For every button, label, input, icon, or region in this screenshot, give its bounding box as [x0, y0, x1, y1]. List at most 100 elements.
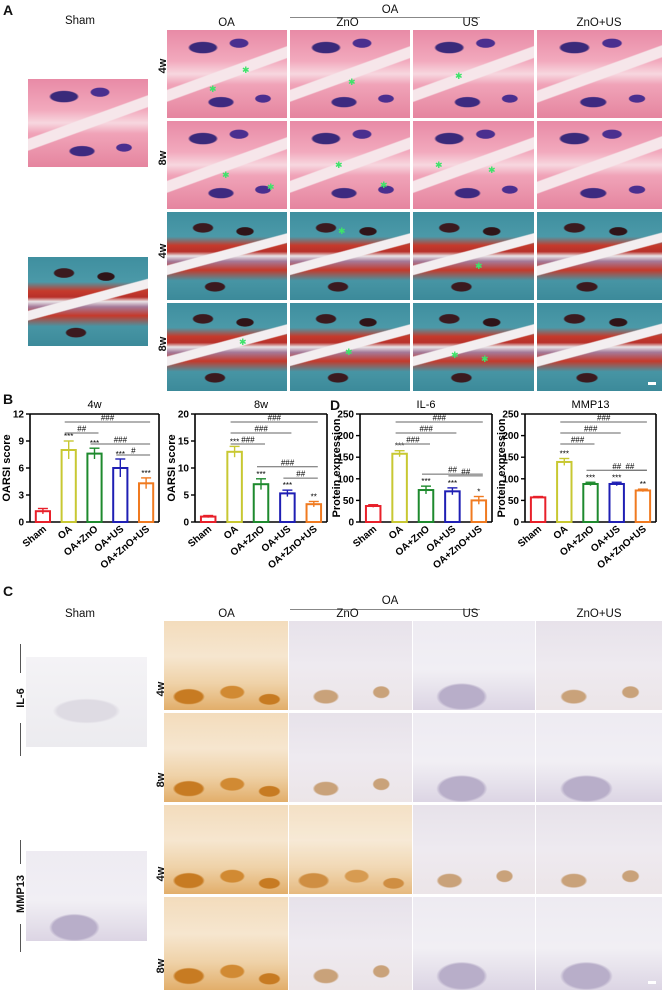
- green-asterisk-icon: ✱: [481, 354, 489, 364]
- x-tick-label: OA: [56, 524, 75, 542]
- panel-a-he-8w-us: ✱ ✱: [413, 121, 534, 209]
- chart-mmp13-expression: MMP13 Protein expression 0 50 100 150 200 250 Sh…: [495, 398, 662, 578]
- bar: [444, 490, 461, 524]
- comparison-label: #: [131, 447, 136, 456]
- y-tick-label: 15: [178, 437, 190, 448]
- x-tick-label: OA: [222, 524, 241, 542]
- y-tick-label: 250: [502, 410, 519, 421]
- panel-c-il6-8w-oa: [164, 713, 288, 802]
- significance-marker: ***: [256, 470, 265, 479]
- panel-a-col-oa: OA: [218, 17, 235, 29]
- comparison-label: ##: [612, 462, 621, 471]
- y-tick-label: 3: [18, 491, 24, 502]
- y-tick-label: 10: [178, 464, 190, 475]
- chart-title: MMP13: [572, 399, 610, 411]
- scale-bar: [648, 382, 656, 385]
- panel-a-sf-8w-us: ✱ ✱: [413, 303, 534, 391]
- chart-oarsi-4w: 4w OARSI score 0 3 6 9 12 Sham *** OA *** OA+ZnO ***…: [0, 398, 165, 578]
- significance-marker: ***: [230, 437, 239, 446]
- y-tick-label: 9: [18, 437, 24, 448]
- y-tick-label: 50: [508, 496, 520, 507]
- panel-label-a: A: [3, 2, 14, 18]
- panel-c-mmp13-8w-us: [413, 897, 535, 990]
- comparison-label: ###: [281, 458, 295, 467]
- chart-il6-expression: IL-6 Protein expression 0 50 100 150 200 250 Sha…: [330, 398, 498, 578]
- panel-a-sf-4w-znous: [537, 212, 662, 300]
- y-tick-label: 100: [337, 474, 354, 485]
- panel-c-il6-4w-oa: [164, 621, 288, 710]
- green-asterisk-icon: ✱: [475, 261, 483, 271]
- significance-marker: ***: [448, 479, 457, 488]
- x-tick-label: Sham: [186, 524, 214, 550]
- panel-c-group-line: [290, 609, 480, 610]
- panel-c-col-us: US: [462, 608, 479, 620]
- panel-c-col-oa: OA: [218, 608, 235, 620]
- y-tick-label: 0: [18, 518, 24, 529]
- x-tick-label: Sham: [516, 524, 544, 550]
- panel-c-group-label: OA: [381, 595, 399, 607]
- bar: [252, 483, 270, 523]
- panel-a-sham-label: Sham: [64, 15, 96, 27]
- panel-c-il6-8w-us: [413, 713, 535, 802]
- significance-marker: **: [640, 480, 646, 489]
- y-tick-label: 150: [337, 453, 354, 464]
- green-asterisk-icon: ✱: [239, 337, 247, 347]
- panel-a-sf-8w-znous: [537, 303, 662, 391]
- significance-marker: ***: [64, 432, 73, 441]
- scale-bar: [648, 981, 656, 984]
- green-asterisk-icon: ✱: [338, 226, 346, 236]
- comparison-label: ##: [448, 466, 457, 475]
- bar: [364, 505, 382, 523]
- panel-a-sf-4w-us: ✱: [413, 212, 534, 300]
- bar: [634, 489, 652, 523]
- y-tick-label: 50: [343, 496, 355, 507]
- panel-a-col-znous: ZnO+US: [576, 17, 622, 29]
- panel-a-sf-4w-oa: [167, 212, 287, 300]
- panel-a-he-8w-znous: [537, 121, 662, 209]
- green-asterisk-icon: ✱: [345, 347, 353, 357]
- significance-marker: **: [311, 492, 317, 501]
- panel-label-d: D: [330, 397, 341, 413]
- y-axis-label: Protein expression: [496, 418, 508, 517]
- significance-marker: *: [477, 488, 480, 497]
- comparison-label: ###: [597, 414, 611, 423]
- panel-a-he-8w-oa: ✱ ✱: [167, 121, 287, 209]
- y-axis-label: OARSI score: [1, 434, 13, 501]
- x-tick-label: OA: [552, 524, 571, 542]
- bar: [60, 449, 77, 523]
- panel-c-mmp13-4w-znous: [536, 805, 662, 894]
- chart-oarsi-8w: 8w OARSI score 0 5 10 15 20 Sham *** OA *** OA+ZnO *…: [165, 398, 333, 578]
- x-tick-label: Sham: [351, 524, 379, 550]
- significance-marker: ***: [141, 469, 150, 478]
- bar: [556, 460, 573, 523]
- panel-c-mmp13-4w-zno: [289, 805, 412, 894]
- panel-a-group-line: [290, 17, 480, 18]
- panel-c-mmp13-8w-zno: [289, 897, 412, 990]
- bar: [226, 450, 243, 523]
- panel-label-b: B: [3, 391, 14, 407]
- significance-marker: ***: [560, 449, 569, 458]
- green-asterisk-icon: ✱: [451, 350, 459, 360]
- y-tick-label: 100: [502, 474, 519, 485]
- chart-title: 4w: [87, 399, 101, 411]
- y-tick-label: 200: [337, 431, 354, 442]
- panel-c-mmp13-8w-oa: [164, 897, 288, 990]
- comparison-label: ###: [101, 414, 115, 423]
- bar: [279, 492, 296, 523]
- panel-c-mmp13-4w-us: [413, 805, 535, 894]
- comparison-label: ##: [461, 467, 470, 476]
- comparison-label: ##: [296, 470, 305, 479]
- panel-c-il6-4w-zno: [289, 621, 412, 710]
- panel-c-mmp13-4w-oa: [164, 805, 288, 894]
- bar: [86, 452, 103, 523]
- panel-label-c: C: [3, 583, 14, 599]
- panel-a-sham-he-image: [28, 79, 148, 167]
- green-asterisk-icon: ✱: [488, 165, 496, 175]
- y-tick-label: 6: [18, 464, 24, 475]
- chart-title: IL-6: [417, 399, 436, 411]
- y-axis-label: Protein expression: [331, 418, 343, 517]
- significance-marker: ***: [421, 477, 430, 486]
- comparison-label: ###: [406, 436, 420, 445]
- significance-marker: ***: [612, 473, 621, 482]
- green-asterisk-icon: ✱: [348, 77, 356, 87]
